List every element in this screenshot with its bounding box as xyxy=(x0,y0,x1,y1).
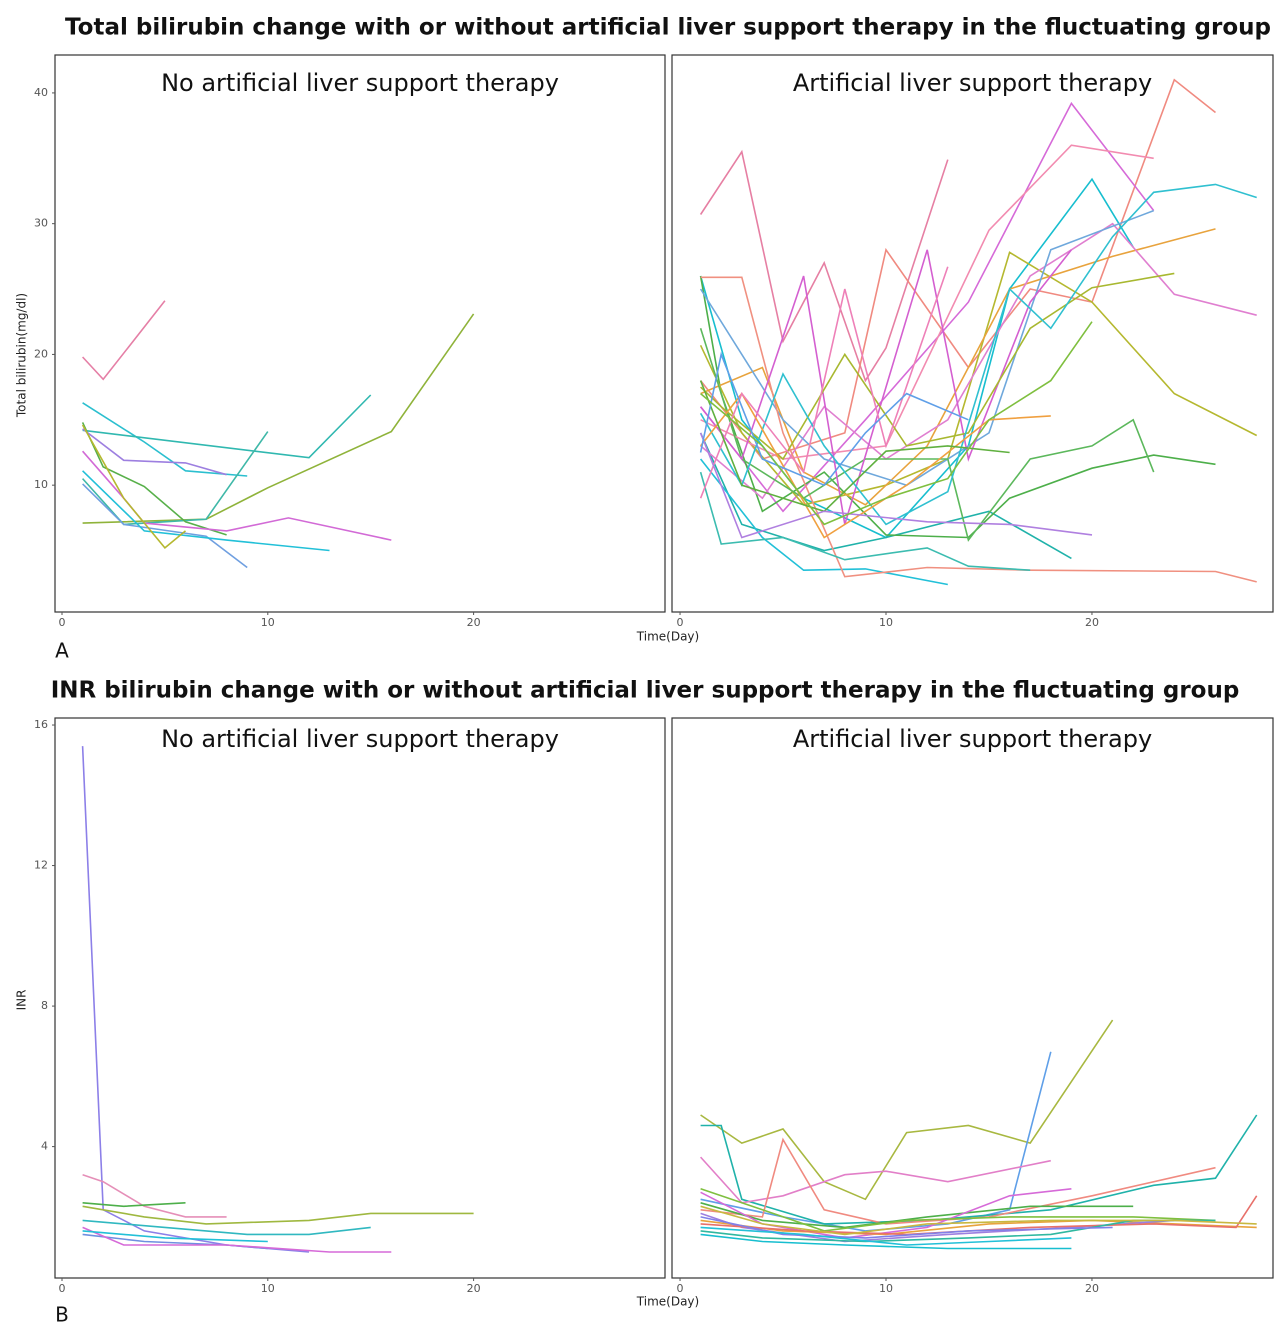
y-tick-label: 16 xyxy=(34,718,48,731)
x-tick-label: 10 xyxy=(261,1282,275,1295)
data-line xyxy=(82,1226,392,1253)
data-line xyxy=(700,1051,1052,1232)
x-tick-label: 20 xyxy=(467,1282,481,1295)
data-line xyxy=(699,266,949,499)
y-tick-label: 8 xyxy=(41,999,48,1012)
panel-border xyxy=(54,54,666,613)
data-line xyxy=(699,275,1216,539)
data-line xyxy=(81,422,227,536)
x-tick-label: 10 xyxy=(879,616,893,629)
data-line xyxy=(700,1216,1113,1239)
plot-area xyxy=(81,300,475,569)
y-tick-label: 40 xyxy=(34,86,48,99)
data-line xyxy=(699,432,1072,560)
data-line xyxy=(699,380,1010,513)
panel-subtitle: Artificial liver support therapy xyxy=(793,725,1152,753)
y-tick-label: 12 xyxy=(34,859,48,872)
y-axis-label: INR xyxy=(15,990,29,1011)
data-line xyxy=(82,1230,268,1243)
data-line xyxy=(700,276,1257,583)
data-line xyxy=(82,1173,227,1218)
data-line xyxy=(82,394,372,459)
figure-title: Total bilirubin change with or without a… xyxy=(65,15,1271,41)
panel-border xyxy=(671,54,1274,613)
data-line xyxy=(700,1202,1134,1229)
data-line xyxy=(700,1188,1072,1239)
x-axis-label: Time(Day) xyxy=(636,630,699,644)
data-line xyxy=(700,1226,1072,1246)
x-tick-label: 0 xyxy=(58,1282,65,1295)
data-line xyxy=(82,1219,371,1236)
x-tick-label: 10 xyxy=(261,616,275,629)
data-line xyxy=(82,1202,186,1208)
x-tick-label: 20 xyxy=(1085,1282,1099,1295)
y-axis-label: Total bilirubin(mg/dl) xyxy=(15,293,29,418)
data-line xyxy=(700,1019,1114,1201)
data-line xyxy=(700,1205,1257,1236)
data-line xyxy=(699,249,1073,525)
data-line xyxy=(81,424,187,550)
x-tick-label: 0 xyxy=(677,1282,684,1295)
data-line xyxy=(699,328,1155,542)
data-line xyxy=(82,300,166,381)
data-line xyxy=(700,1137,1216,1225)
data-line xyxy=(699,471,1031,571)
data-line xyxy=(82,470,330,552)
x-tick-label: 0 xyxy=(58,616,65,629)
y-tick-label: 30 xyxy=(34,217,48,230)
data-line xyxy=(700,1195,1258,1236)
panel-subtitle: No artificial liver support therapy xyxy=(161,69,559,97)
x-axis-label: Time(Day) xyxy=(636,1295,699,1309)
data-line xyxy=(82,402,248,477)
data-line xyxy=(82,428,227,476)
data-line xyxy=(699,432,1093,539)
data-line xyxy=(700,1233,1072,1250)
panel-border xyxy=(671,717,1274,1279)
panel-label: A xyxy=(55,639,69,663)
data-line xyxy=(82,1205,474,1225)
panel-label: B xyxy=(55,1303,69,1326)
data-line xyxy=(700,321,1093,526)
data-line xyxy=(700,144,1154,460)
data-line xyxy=(82,313,475,524)
data-line xyxy=(81,450,392,541)
y-tick-label: 4 xyxy=(41,1140,48,1153)
x-tick-label: 10 xyxy=(879,1282,893,1295)
data-line xyxy=(699,351,969,487)
data-line xyxy=(700,272,1175,461)
data-line xyxy=(699,458,948,586)
panel-border xyxy=(54,717,666,1279)
data-line xyxy=(699,392,1051,539)
data-line xyxy=(699,149,949,383)
data-line xyxy=(82,431,269,526)
panel-subtitle: No artificial liver support therapy xyxy=(161,725,559,753)
y-tick-label: 20 xyxy=(34,347,48,360)
y-tick-label: 10 xyxy=(34,478,48,491)
data-line xyxy=(700,1188,1216,1232)
plot-area xyxy=(81,746,474,1253)
x-tick-label: 0 xyxy=(677,616,684,629)
figure-title: INR bilirubin change with or without art… xyxy=(51,678,1240,704)
data-line xyxy=(699,183,1257,526)
x-tick-label: 20 xyxy=(1085,616,1099,629)
plot-area xyxy=(699,78,1258,586)
data-line xyxy=(82,483,248,569)
x-tick-label: 20 xyxy=(467,616,481,629)
plot-area xyxy=(700,1019,1258,1250)
panel-subtitle: Artificial liver support therapy xyxy=(793,69,1152,97)
